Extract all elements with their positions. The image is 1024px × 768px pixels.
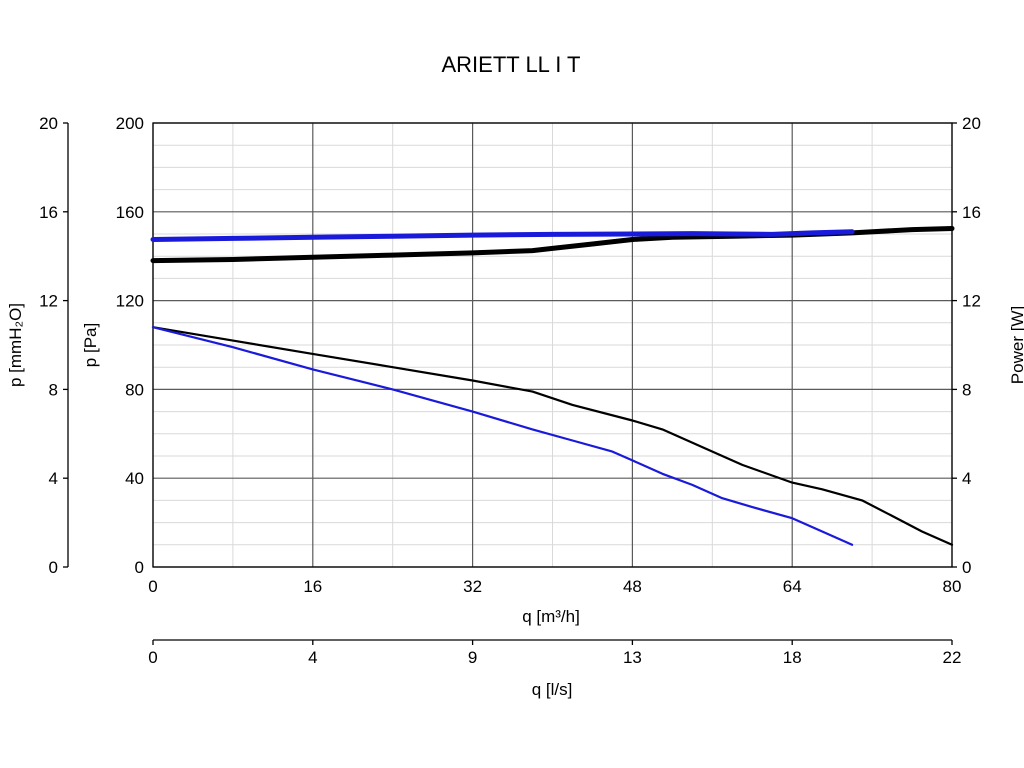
x2-tick-label: 22 <box>943 648 962 667</box>
y-outer-tick-label: 16 <box>39 203 58 222</box>
y-outer-tick-label: 12 <box>39 292 58 311</box>
y-outer-tick-label: 8 <box>49 380 58 399</box>
y-outer-axis-label: p [mmH₂O] <box>6 303 25 387</box>
y-right-tick-label: 4 <box>962 469 971 488</box>
y-tick-label: 80 <box>125 380 144 399</box>
axes-layer: 0 16 32 48 64 8004080120160200048121620048121… <box>39 114 981 667</box>
plot-frame <box>152 122 953 568</box>
y-tick-label: 40 <box>125 469 144 488</box>
plot-border <box>152 122 953 568</box>
y-right-tick-label: 8 <box>962 380 971 399</box>
y-axis-label: p [Pa] <box>81 323 100 367</box>
y-tick-label: 200 <box>116 114 144 133</box>
y-outer-tick-label: 20 <box>39 114 58 133</box>
y-outer-tick-label: 4 <box>49 469 58 488</box>
x-tick-label: 0 <box>148 577 157 596</box>
x-tick-label: 32 <box>463 577 482 596</box>
y-right-axis-label: Power [W] <box>1008 306 1024 384</box>
series-layer <box>150 226 955 546</box>
y-tick-label: 160 <box>116 203 144 222</box>
x2-tick-label: 9 <box>468 648 477 667</box>
gridlines <box>152 122 953 568</box>
x-tick-label: 80 <box>943 577 962 596</box>
x2-axis-label: q [l/s] <box>532 680 573 699</box>
x2-tick-label: 13 <box>623 648 642 667</box>
x-tick-label: 16 <box>303 577 322 596</box>
y-right-tick-label: 0 <box>962 558 971 577</box>
pressure-curve-blue <box>151 326 854 546</box>
y-tick-label: 0 <box>135 558 144 577</box>
chart-title: ARIETT LL I T <box>442 52 581 77</box>
y-tick-label: 120 <box>116 292 144 311</box>
x2-tick-label: 18 <box>783 648 802 667</box>
x-axis-label: q [m³/h] <box>522 607 580 626</box>
y-right-tick-label: 12 <box>962 292 981 311</box>
power-curve-blue <box>150 229 855 242</box>
pressure-curve-black <box>151 326 954 546</box>
x2-tick-label: 0 <box>148 648 157 667</box>
y-right-tick-label: 16 <box>962 203 981 222</box>
x-tick-label: 64 <box>783 577 802 596</box>
y-outer-tick-label: 0 <box>49 558 58 577</box>
x-tick-label: 48 <box>623 577 642 596</box>
x2-tick-label: 4 <box>308 648 317 667</box>
y-right-tick-label: 20 <box>962 114 981 133</box>
